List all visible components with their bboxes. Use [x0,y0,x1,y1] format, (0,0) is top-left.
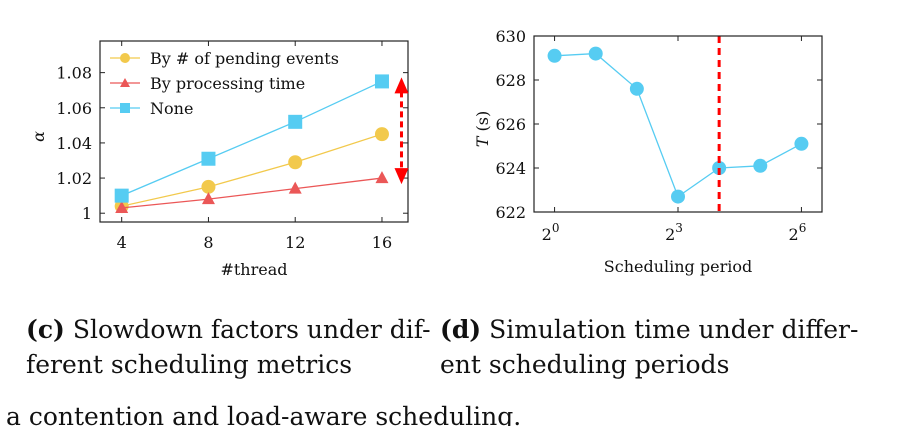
d-xtick-label: 20 [542,221,560,244]
d-point [671,189,685,204]
d-ylabel: T (s) [473,111,492,147]
c-ytick-label: 1.08 [56,64,92,83]
d-axes-frame [533,35,823,213]
c-legend-marker [120,53,130,63]
d-series-line [554,52,802,198]
figure-canvas: 1 1.02 1.04 1.06 1.08 4 8 12 16 #thread α By # of p… [29,27,823,279]
caption-d-line1: Simulation time under differ- [489,315,859,344]
c-series-line [121,80,383,197]
c-point [288,155,303,170]
caption-c: (c) Slowdown factors under dif- ferent s… [26,312,431,382]
c-point [201,192,215,205]
c-legend-label: By # of pending events [150,49,339,68]
c-point [288,114,303,129]
c-legend-marker [120,103,130,113]
c-annotation-arrow-head-down [394,168,409,185]
caption-d-line2: ent scheduling periods [440,350,730,379]
c-point [374,74,389,89]
d-point [794,136,809,151]
d-ytick-label: 622 [495,203,526,222]
c-xtick-label: 4 [117,233,127,252]
caption-d-label: (d) [440,315,482,344]
c-point [374,127,389,142]
body-text-cutoff: a contention and load-aware scheduling. [0,396,902,426]
d-xlabel: Scheduling period [604,257,752,276]
c-series-line [121,133,383,207]
d-xtick-exponent: 3 [675,221,683,235]
d-ylabel-unit: (s) [473,111,492,132]
c-xtick-label: 12 [285,233,305,252]
c-annotation-arrow-head-up [394,77,409,94]
c-legend-label: None [150,99,193,118]
c-ytick-label: 1.04 [56,134,92,153]
c-point [201,179,216,194]
d-xtick-label: 26 [789,221,807,244]
c-point [114,188,129,203]
caption-c-label: (c) [26,315,65,344]
d-point [588,46,603,61]
c-xtick-label: 16 [372,233,392,252]
d-xtick-exponent: 6 [799,221,807,235]
d-xtick-label: 23 [665,221,683,244]
c-series-line [121,177,383,209]
c-point [375,171,389,184]
body-text: a contention and load-aware scheduling. [6,402,522,426]
caption-d: (d) Simulation time under differ- ent sc… [440,312,858,382]
d-ylabel-var: T [473,131,492,147]
d-ytick-label: 626 [495,115,526,134]
d-ytick-label: 630 [495,27,526,46]
d-ytick-label: 628 [495,71,526,90]
c-ylabel: α [29,131,48,142]
c-xlabel: #thread [220,260,287,279]
d-point [753,158,768,173]
d-point [629,81,644,96]
c-point [201,151,216,166]
caption-c-line1: Slowdown factors under dif- [72,315,431,344]
c-point [115,200,129,213]
caption-c-line2: ferent scheduling metrics [26,350,353,379]
c-ytick-label: 1 [82,204,92,223]
d-xtick-exponent: 0 [552,221,560,235]
c-ytick-label: 1.06 [56,99,92,118]
d-point [547,48,562,63]
c-point [288,181,302,194]
c-xtick-label: 8 [203,233,213,252]
c-legend-marker [120,78,130,87]
c-axes-frame [99,40,409,223]
c-ytick-label: 1.02 [56,169,92,188]
d-ytick-label: 624 [495,159,526,178]
c-legend-label: By processing time [150,74,305,93]
